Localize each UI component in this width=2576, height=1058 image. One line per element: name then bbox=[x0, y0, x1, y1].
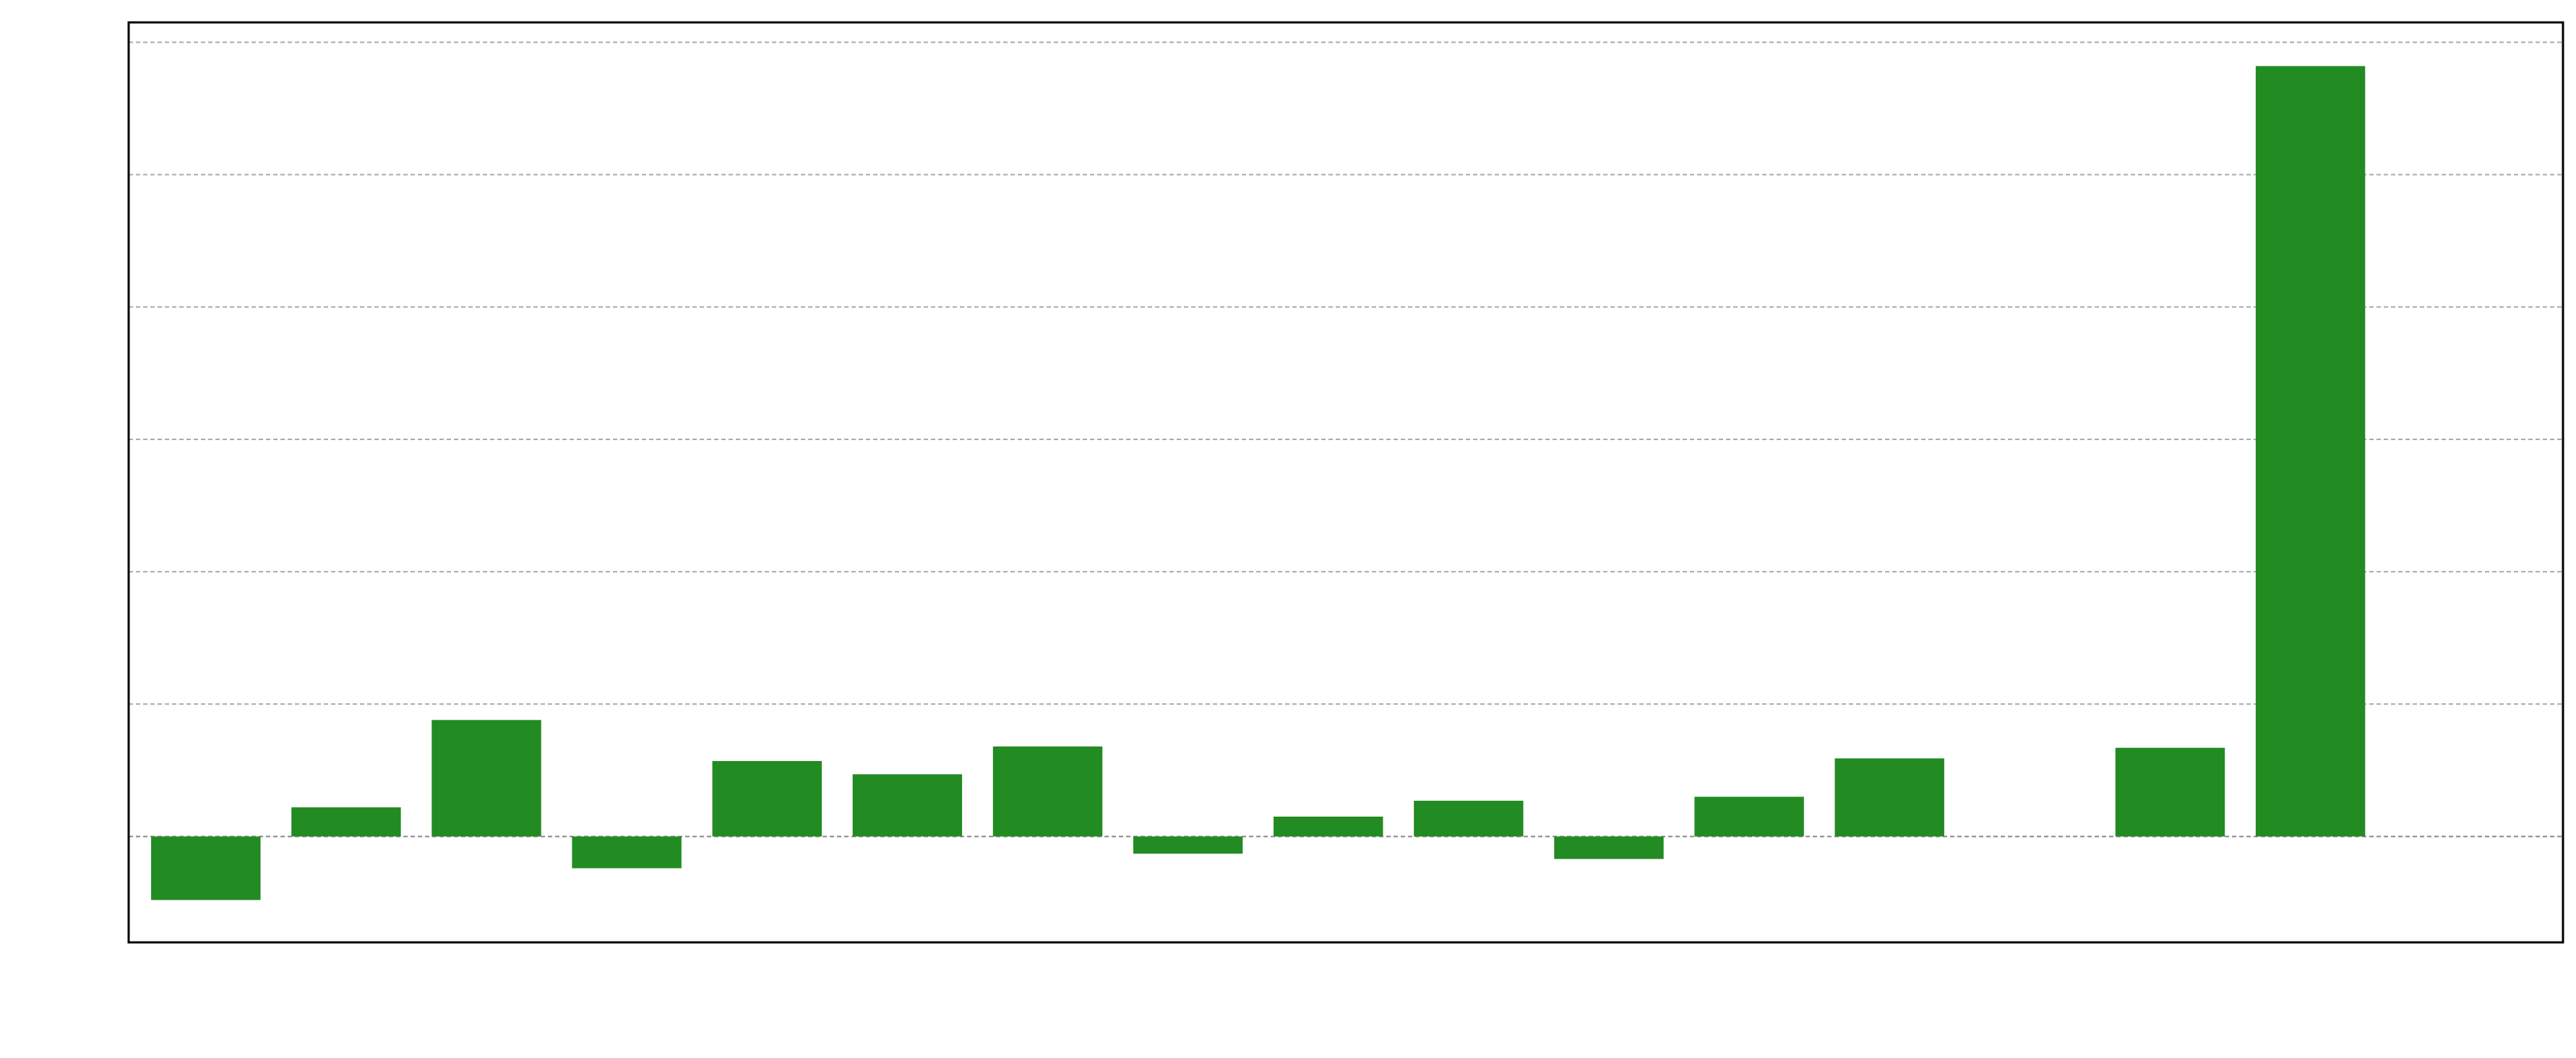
bar-12 bbox=[1694, 796, 1804, 837]
bar-3 bbox=[432, 720, 541, 837]
bar-16 bbox=[2255, 66, 2366, 837]
bar-5 bbox=[712, 761, 822, 837]
bar-13 bbox=[1834, 758, 1944, 837]
bar-15 bbox=[2115, 747, 2225, 837]
bar-4 bbox=[572, 836, 682, 869]
bar-7 bbox=[992, 746, 1103, 837]
bar-10 bbox=[1414, 801, 1524, 837]
bar-8 bbox=[1133, 836, 1243, 854]
bars bbox=[151, 66, 2366, 900]
bar-11 bbox=[1554, 836, 1664, 859]
bar-1 bbox=[151, 836, 261, 900]
bar-6 bbox=[852, 774, 963, 837]
bar-2 bbox=[291, 807, 401, 837]
plot-frame bbox=[127, 21, 2564, 944]
grid-lines bbox=[129, 41, 2563, 705]
bar-9 bbox=[1274, 816, 1383, 837]
